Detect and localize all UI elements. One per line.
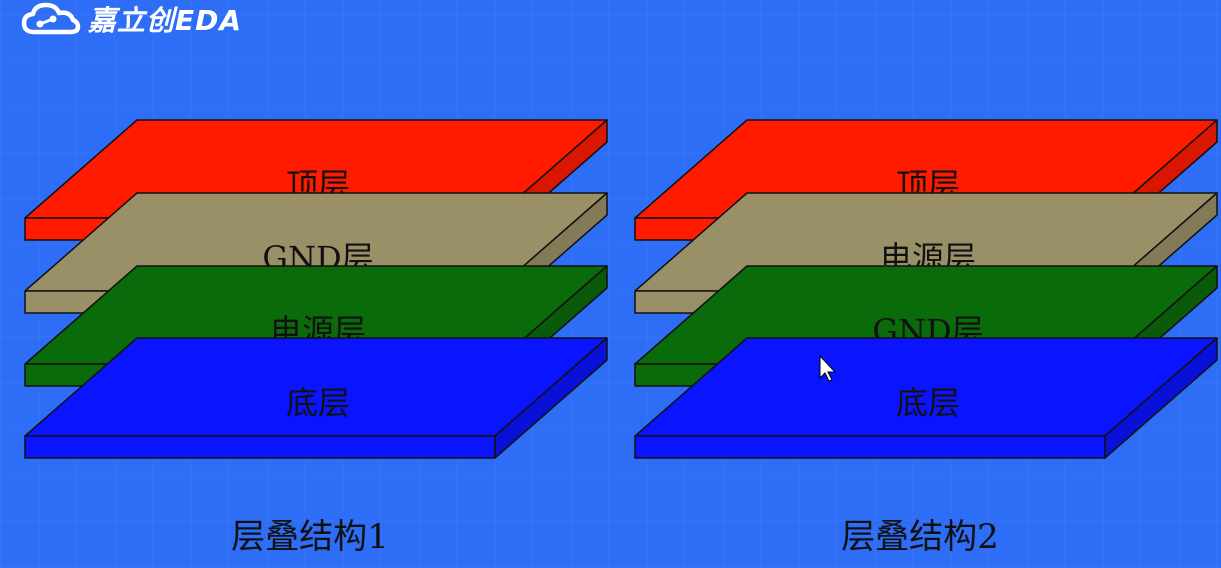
stack-caption: 层叠结构1 bbox=[231, 517, 389, 557]
cloud-circuit-icon bbox=[21, 2, 81, 35]
layer-slab: 底层 bbox=[634, 337, 1218, 459]
layer-slab: 底层 bbox=[24, 337, 608, 459]
layer-label: 底层 bbox=[896, 384, 960, 422]
layer-front-face bbox=[24, 435, 496, 459]
layer-front-face bbox=[634, 435, 1106, 459]
layer-side-face bbox=[1104, 337, 1218, 459]
logo-text: 嘉立创EDA bbox=[88, 4, 243, 37]
layer-label: 底层 bbox=[286, 384, 350, 422]
layer-side-face bbox=[494, 337, 608, 459]
logo: 嘉立创EDA bbox=[20, 0, 242, 38]
stack-caption: 层叠结构2 bbox=[841, 517, 999, 557]
mouse-cursor-icon bbox=[819, 354, 837, 382]
